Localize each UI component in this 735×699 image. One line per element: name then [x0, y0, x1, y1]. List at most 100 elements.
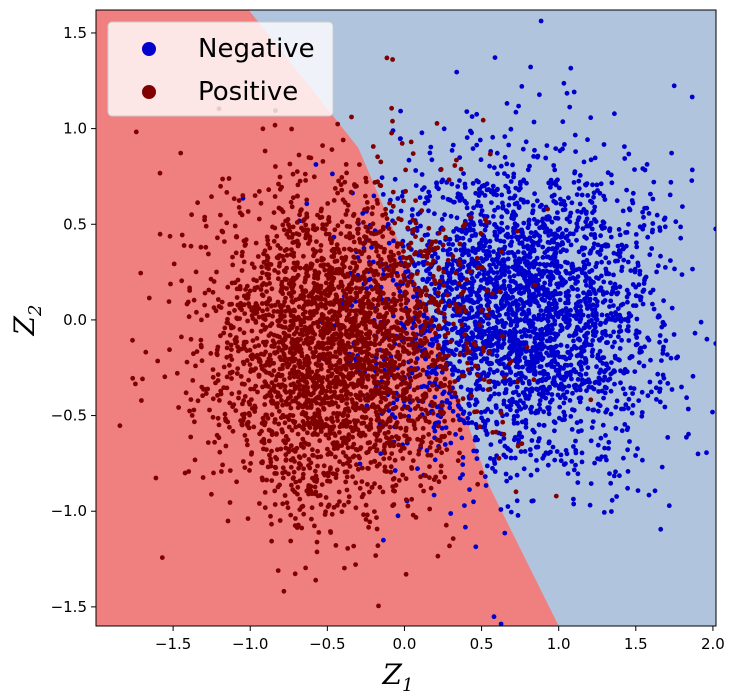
- data-point: [481, 356, 487, 362]
- data-point: [213, 308, 219, 314]
- data-point: [398, 208, 404, 214]
- data-point: [521, 220, 527, 226]
- data-point: [558, 342, 564, 348]
- data-point: [436, 303, 442, 308]
- data-point: [527, 447, 533, 452]
- data-point: [410, 458, 416, 464]
- data-point: [620, 386, 626, 392]
- data-point: [544, 216, 550, 222]
- data-point: [445, 248, 450, 254]
- data-point: [614, 198, 620, 204]
- data-point: [391, 338, 397, 344]
- data-point: [550, 293, 556, 299]
- data-point: [284, 500, 290, 506]
- data-point: [665, 381, 671, 386]
- data-point: [583, 219, 589, 225]
- data-point: [429, 253, 435, 259]
- data-point: [296, 304, 302, 310]
- data-point: [231, 196, 237, 202]
- data-point: [326, 435, 332, 441]
- data-point: [369, 211, 375, 217]
- data-point: [428, 144, 434, 150]
- data-point: [626, 338, 632, 343]
- data-point: [223, 443, 229, 449]
- data-point: [487, 262, 493, 268]
- data-point: [455, 368, 461, 374]
- data-point: [443, 425, 449, 430]
- data-point: [513, 372, 519, 378]
- data-point: [579, 459, 585, 465]
- data-point: [566, 293, 572, 299]
- data-point: [588, 157, 594, 163]
- data-point: [592, 380, 598, 386]
- data-point: [602, 374, 608, 380]
- data-point: [227, 424, 232, 430]
- data-point: [502, 171, 507, 177]
- data-point: [590, 307, 595, 313]
- data-point: [667, 192, 673, 198]
- data-point: [515, 283, 520, 289]
- data-point: [510, 162, 515, 168]
- data-point: [210, 414, 216, 420]
- plot-area: [95, 9, 717, 627]
- data-point: [429, 399, 435, 405]
- data-point: [632, 369, 638, 374]
- data-point: [576, 186, 582, 192]
- data-point: [378, 183, 384, 189]
- data-point: [576, 293, 581, 299]
- data-point: [469, 233, 475, 239]
- data-point: [460, 462, 466, 467]
- data-point: [167, 233, 173, 239]
- data-point: [534, 458, 539, 463]
- data-point: [268, 513, 273, 519]
- data-point: [601, 369, 607, 375]
- data-point: [552, 420, 558, 426]
- data-point: [325, 351, 331, 357]
- data-point: [357, 361, 362, 366]
- data-point: [632, 167, 637, 173]
- data-point: [436, 310, 442, 315]
- data-point: [139, 398, 144, 403]
- data-point: [329, 511, 335, 517]
- data-point: [276, 345, 281, 351]
- data-point: [383, 206, 388, 212]
- data-point: [222, 411, 228, 417]
- data-point: [269, 478, 275, 483]
- data-point: [355, 230, 361, 236]
- data-point: [500, 200, 505, 206]
- data-point: [450, 253, 456, 259]
- data-point: [535, 240, 541, 246]
- data-point: [457, 359, 462, 364]
- data-point: [268, 456, 273, 462]
- data-point: [309, 516, 314, 522]
- data-point: [388, 469, 394, 475]
- data-point: [563, 290, 569, 296]
- data-point: [413, 183, 419, 189]
- data-point: [452, 379, 458, 384]
- data-point: [411, 227, 417, 232]
- data-point: [392, 488, 397, 494]
- data-point: [242, 394, 248, 399]
- data-point: [539, 357, 545, 363]
- data-point: [426, 432, 432, 437]
- data-point: [613, 469, 618, 475]
- data-point: [625, 299, 630, 305]
- data-point: [578, 299, 583, 304]
- data-point: [297, 496, 303, 502]
- data-point: [620, 246, 626, 252]
- data-point: [511, 318, 517, 324]
- data-point: [378, 244, 384, 250]
- data-point: [433, 330, 438, 336]
- data-point: [442, 418, 447, 424]
- data-point: [655, 263, 661, 269]
- data-point: [210, 367, 216, 372]
- data-point: [357, 162, 362, 168]
- data-point: [419, 384, 424, 390]
- data-point: [474, 327, 480, 333]
- data-point: [179, 232, 185, 238]
- data-point: [318, 285, 323, 291]
- data-point: [268, 463, 274, 469]
- data-point: [449, 394, 455, 400]
- data-point: [654, 212, 660, 218]
- data-point: [487, 253, 492, 258]
